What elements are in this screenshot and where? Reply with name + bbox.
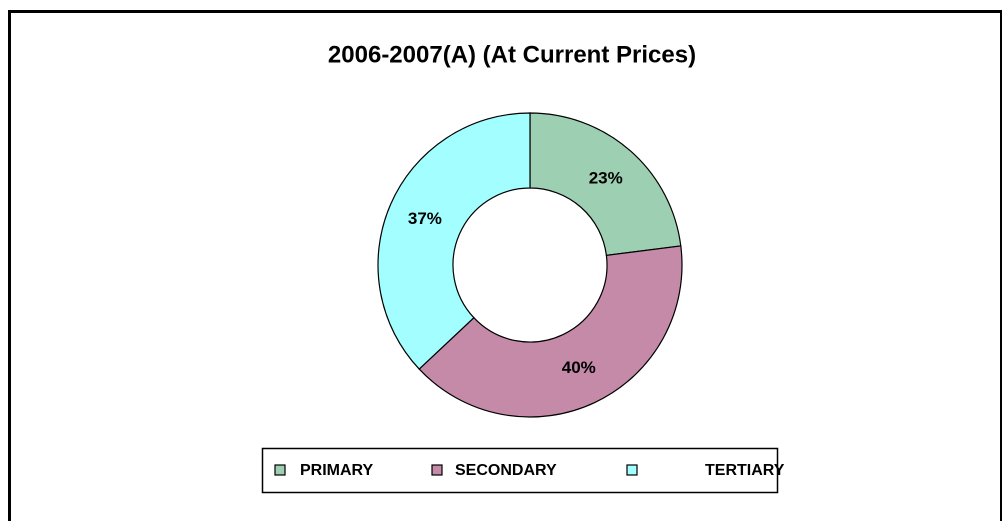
legend-label: PRIMARY [300,462,374,479]
chart-title: 2006-2007(A) (At Current Prices) [328,41,696,68]
donut-segment [377,112,531,370]
legend-swatch [626,464,638,476]
donut-segment [418,245,683,418]
legend-label: TERTIARY [705,462,785,479]
legend-swatch [431,464,443,476]
legend-swatch [274,464,286,476]
chart-border [8,10,1002,521]
data-label: 40% [562,358,596,377]
donut-segment [529,112,682,257]
legend-label: SECONDARY [455,462,557,479]
data-label: 37% [408,209,442,228]
data-label: 23% [589,169,623,188]
legend-box [261,447,779,494]
